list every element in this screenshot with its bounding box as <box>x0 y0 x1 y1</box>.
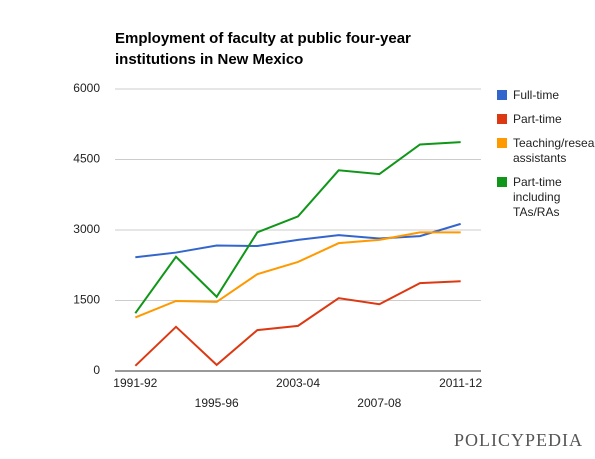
legend-label: Part-time including TAs/RAs <box>513 175 562 219</box>
series-line <box>135 222 461 259</box>
y-tick-label: 3000 <box>73 222 100 236</box>
legend-entry: Part-time <box>497 112 575 127</box>
y-tick-label: 6000 <box>73 81 100 95</box>
legend-label: Part-time <box>513 112 562 126</box>
legend-entry: Full-time <box>497 88 575 103</box>
x-tick-label: 1995-96 <box>195 396 239 410</box>
legend-swatch <box>497 114 507 124</box>
legend-entry: Part-time including TAs/RAs <box>497 175 575 220</box>
y-tick-label: 4500 <box>73 152 100 166</box>
series-line <box>134 231 461 319</box>
series-line <box>134 280 461 367</box>
legend-swatch <box>497 138 507 148</box>
x-tick-label: 2011-12 <box>439 376 482 390</box>
legend-label: Full-time <box>513 88 560 102</box>
chart-title: Employment of faculty at public four-yea… <box>115 30 411 68</box>
legend: Full-time Part-time Teaching/research assi… <box>497 88 595 229</box>
series-line <box>134 141 461 314</box>
legend-swatch <box>497 177 507 187</box>
legend-label: Teaching/research assistants <box>513 136 595 165</box>
legend-swatch <box>497 90 507 100</box>
x-tick-label: 1991-92 <box>113 376 157 390</box>
y-tick-label: 1500 <box>73 293 100 307</box>
y-tick-label: 0 <box>93 363 100 377</box>
legend-entry: Teaching/research assistants <box>497 136 595 166</box>
x-tick-label: 2003-04 <box>276 376 320 390</box>
x-tick-label: 2007-08 <box>357 396 401 410</box>
logo: POLICYPEDIA <box>453 430 583 450</box>
